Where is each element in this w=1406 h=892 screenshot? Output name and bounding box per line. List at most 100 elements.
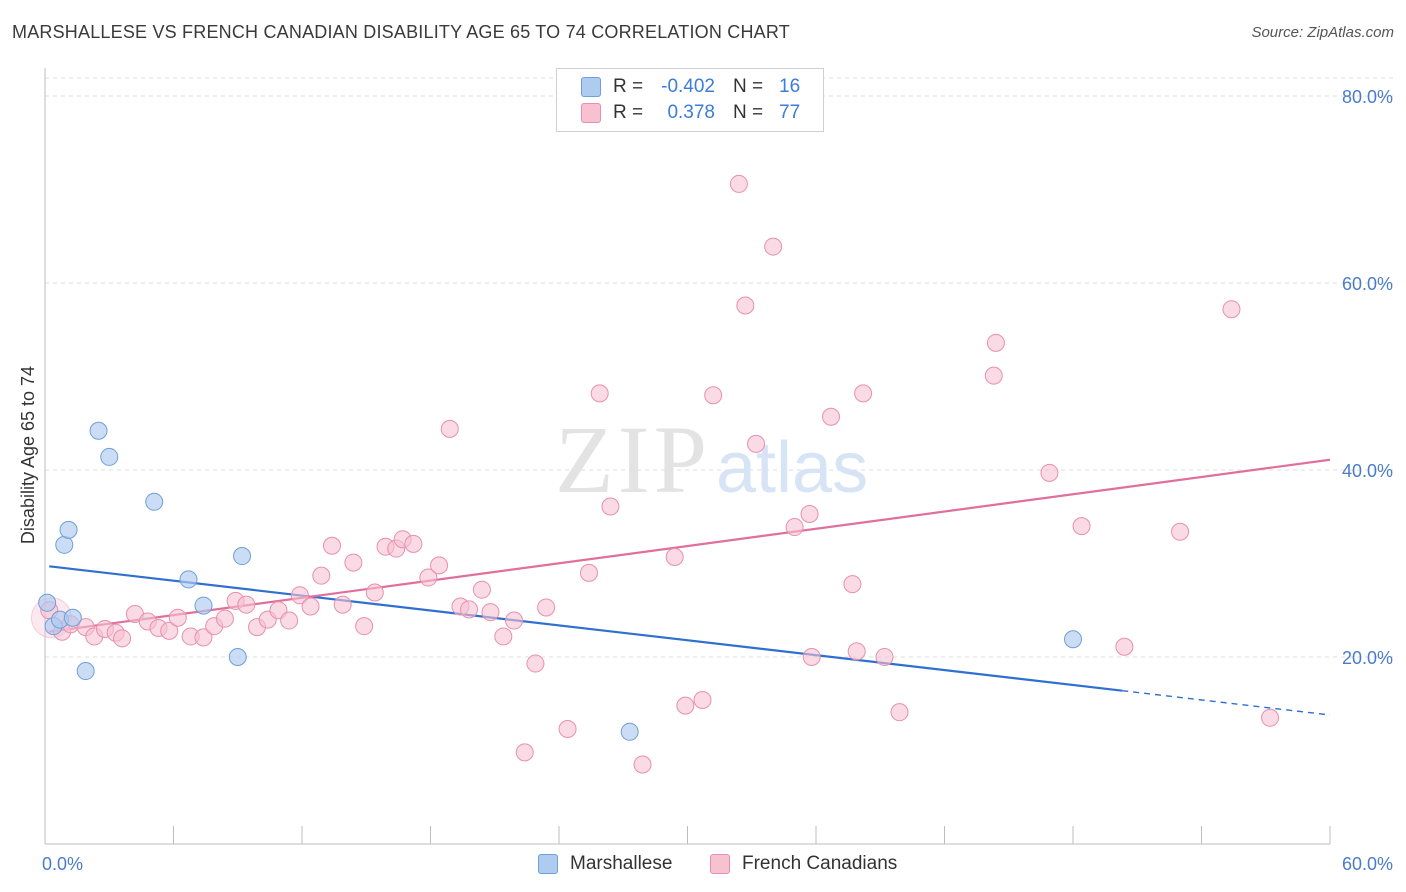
french-canadians-point: [460, 600, 479, 619]
french-canadians-point: [785, 518, 804, 537]
french-canadians-point: [537, 598, 556, 617]
french-canadians-point: [802, 648, 821, 667]
marshallese-trend-extension: [1122, 689, 1331, 716]
french-canadians-point: [404, 534, 423, 553]
french-canadians-point: [344, 553, 363, 572]
y-tick-label: 20.0%: [1342, 648, 1393, 668]
marshallese-point: [55, 535, 74, 554]
french-canadians-point: [168, 608, 187, 627]
french-canadians-point: [736, 296, 755, 315]
y-tick-label: 80.0%: [1342, 87, 1393, 107]
marshallese-point: [63, 608, 82, 627]
french-canadians-point: [515, 743, 534, 762]
french-canadians-point: [847, 642, 866, 661]
legend-row-marshallese: R = -0.402 N = 16: [581, 75, 819, 99]
legend-n-label: N =: [733, 102, 764, 123]
bottom-legend-label: Marshallese: [570, 853, 673, 874]
french-canadians-point: [1261, 708, 1280, 727]
source-label: Source: ZipAtlas.com: [1251, 24, 1394, 41]
bottom-legend-label: French Canadians: [742, 853, 898, 874]
french-canadians-point: [764, 237, 783, 256]
french-canadians-point: [579, 563, 598, 582]
french-canadians-point: [890, 703, 909, 722]
french-canadians-point: [1171, 522, 1190, 541]
axes: [44, 68, 1331, 845]
french-canadians-point: [747, 434, 766, 453]
bottom-legend-french-canadians: French Canadians: [710, 852, 897, 876]
french-canadians-swatch: [710, 854, 730, 874]
marshallese-points: [38, 421, 1082, 741]
french-canadians-point: [633, 755, 652, 774]
marshallese-point: [76, 662, 95, 681]
french-canadians-point: [440, 419, 459, 438]
french-canadians-point: [215, 609, 234, 628]
x-tick-label: 0.0%: [42, 854, 83, 874]
watermark-atlas: atlas: [716, 428, 868, 508]
french-canadians-point: [194, 628, 213, 647]
french-canadians-point: [729, 174, 748, 193]
french-canadians-point: [693, 691, 712, 710]
french-canadians-point: [472, 580, 491, 599]
legend-n-value: 77: [779, 102, 801, 123]
legend-r-value: -0.402: [661, 76, 715, 97]
watermark-zip: ZIP: [555, 406, 711, 513]
french-canadians-point: [821, 407, 840, 426]
stats-legend: R = -0.402 N = 16 R = 0.378 N = 77: [556, 68, 824, 132]
french-canadians-point: [322, 536, 341, 555]
legend-r-value: 0.378: [667, 102, 715, 123]
french-canadians-point: [1072, 517, 1091, 536]
marshallese-point: [89, 421, 108, 440]
french-canadians-point: [419, 568, 438, 587]
french-canadians-point: [160, 621, 179, 640]
watermark: ZIP atlas: [555, 406, 868, 513]
bottom-legend-marshallese: Marshallese: [538, 852, 672, 876]
french-canadians-point: [704, 386, 723, 405]
french-canadians-point: [984, 366, 1003, 385]
french-canadians-point: [494, 627, 513, 646]
chart-title: MARSHALLESE VS FRENCH CANADIAN DISABILIT…: [12, 22, 790, 42]
french-canadians-trend-line: [49, 458, 1331, 633]
y-tick-label: 40.0%: [1342, 461, 1393, 481]
y-axis-label: Disability Age 65 to 74: [18, 366, 38, 544]
french-canadians-point: [601, 497, 620, 516]
french-canadians-point: [290, 586, 309, 605]
marshallese-point: [179, 570, 198, 589]
marshallese-point: [233, 547, 252, 566]
french-canadians-point: [280, 611, 299, 630]
french-canadians-point: [854, 384, 873, 403]
legend-r-label: R =: [613, 76, 644, 97]
french-canadians-point: [301, 597, 320, 616]
legend-r-label: R =: [613, 102, 644, 123]
french-canadians-point: [665, 547, 684, 566]
french-canadians-point: [1115, 637, 1134, 656]
french-canadians-point: [676, 696, 695, 715]
marshallese-point: [620, 722, 639, 741]
french-canadians-point: [430, 556, 449, 575]
french-canadians-point: [505, 611, 524, 630]
french-canadians-point: [355, 617, 374, 636]
french-canadians-point: [526, 654, 545, 673]
marshallese-point: [100, 447, 119, 466]
grid-lines: [45, 77, 1395, 658]
french-canadians-point: [365, 583, 384, 602]
french-canadians-point: [312, 566, 331, 585]
marshallese-trend-line: [49, 565, 1123, 692]
french-canadians-point: [875, 648, 894, 667]
french-canadians-point: [1040, 463, 1059, 482]
y-tick-label: 60.0%: [1342, 274, 1393, 294]
legend-row-french-canadians: R = 0.378 N = 77: [581, 101, 819, 125]
x-tick-label: 60.0%: [1342, 854, 1393, 874]
marshallese-point: [1064, 630, 1082, 649]
marshallese-swatch: [538, 854, 558, 874]
french-canadians-point: [1222, 300, 1241, 319]
marshallese-point: [38, 593, 57, 612]
french-canadians-point: [800, 504, 819, 523]
tick-labels: 20.0% 40.0% 60.0% 80.0% 0.0% 60.0%: [42, 87, 1393, 874]
marshallese-point: [145, 492, 164, 511]
french-canadians-point: [843, 575, 862, 594]
french-canadians-point: [558, 720, 577, 739]
trend-lines: [49, 458, 1331, 716]
legend-n-label: N =: [733, 76, 764, 97]
legend-n-value: 16: [779, 76, 801, 97]
